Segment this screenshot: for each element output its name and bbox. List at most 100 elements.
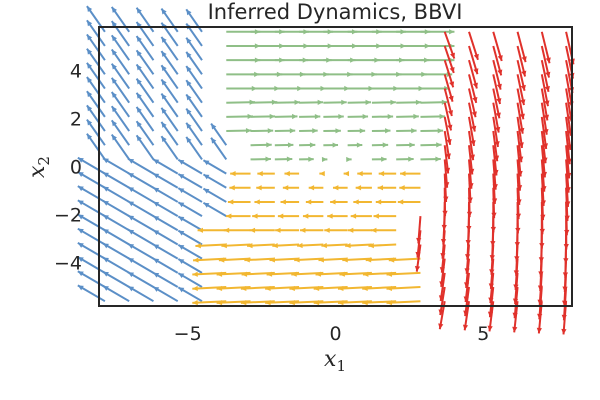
vector-arrow xyxy=(468,74,478,104)
vector-arrow xyxy=(86,90,106,118)
vector-arrow xyxy=(110,119,131,146)
vector-arrow xyxy=(110,20,131,47)
vector-arrow xyxy=(492,130,500,162)
y-tick-label: 4 xyxy=(70,60,82,82)
vector-arrow xyxy=(127,172,154,189)
vector-arrow xyxy=(244,257,275,263)
vector-arrow xyxy=(102,199,130,217)
vector-arrow xyxy=(210,123,228,146)
vector-arrow xyxy=(416,216,422,244)
y-axis-label: x2 xyxy=(25,156,53,178)
vector-arrow xyxy=(443,88,454,117)
vector-arrow xyxy=(160,7,179,33)
tick-labels: −5 0 5 −4 −2 0 2 4 xyxy=(54,60,489,345)
vector-arrow xyxy=(299,113,321,120)
vector-arrow xyxy=(420,142,442,148)
vector-arrow xyxy=(127,257,154,274)
y-tick-label: 0 xyxy=(70,157,82,179)
vector-arrow xyxy=(371,99,396,105)
vector-arrow xyxy=(468,88,477,118)
vector-arrow xyxy=(135,106,155,132)
vector-arrow xyxy=(252,213,275,219)
vector-arrow xyxy=(223,227,251,233)
vector-arrow xyxy=(135,49,155,75)
vector-arrow xyxy=(177,215,203,232)
vector-arrow xyxy=(347,142,363,148)
vector-arrow xyxy=(347,85,374,92)
vector-arrow xyxy=(468,45,479,75)
vector-arrow xyxy=(516,59,526,91)
vector-arrow xyxy=(77,241,106,260)
vector-arrow xyxy=(177,201,203,217)
vector-arrow xyxy=(274,85,303,92)
vector-arrow xyxy=(250,113,276,120)
vector-arrow xyxy=(210,137,228,160)
vector-arrow xyxy=(347,128,366,134)
vector-arrow xyxy=(77,171,106,189)
vector-arrow xyxy=(249,227,275,233)
vector-arrow xyxy=(439,258,446,287)
vector-arrow xyxy=(269,257,300,263)
vector-arrow xyxy=(443,74,454,102)
vector-arrow xyxy=(468,130,475,161)
vector-arrow xyxy=(77,199,106,217)
vector-arrow xyxy=(102,270,130,288)
vector-arrow xyxy=(492,145,499,176)
vector-arrow xyxy=(396,85,424,92)
vector-arrow xyxy=(202,173,227,189)
vector-arrow xyxy=(373,213,397,219)
vector-arrow xyxy=(540,159,547,192)
vector-arrow xyxy=(396,113,419,120)
vector-arrow xyxy=(177,243,203,260)
vector-arrow xyxy=(197,227,227,233)
vector-arrow xyxy=(152,286,179,303)
vector-arrow xyxy=(185,8,203,33)
vector-arrow xyxy=(247,242,275,249)
vector-arrow xyxy=(540,145,548,178)
vector-arrow xyxy=(399,185,421,191)
vector-arrow xyxy=(365,257,397,263)
vector-arrow xyxy=(468,102,477,132)
vector-arrow xyxy=(438,286,446,316)
vector-arrow xyxy=(540,116,549,150)
vector-arrow xyxy=(274,156,293,162)
x-tick-label: −5 xyxy=(174,323,202,345)
vector-arrow xyxy=(250,128,274,134)
x-tick-label: 5 xyxy=(477,323,489,345)
vector-arrow xyxy=(86,48,106,75)
vector-arrow xyxy=(77,213,106,232)
vector-arrow xyxy=(355,185,372,191)
vector-arrow xyxy=(160,64,179,90)
vector-arrow xyxy=(443,159,450,188)
vector-arrow xyxy=(516,130,524,163)
vector-arrow xyxy=(274,128,296,134)
vector-arrow xyxy=(127,200,154,217)
vector-arrow xyxy=(443,31,456,59)
vector-arrow xyxy=(350,213,372,219)
vector-arrow xyxy=(420,113,446,120)
vector-arrow xyxy=(443,45,455,74)
vector-arrow xyxy=(185,93,203,118)
vector-arrow xyxy=(102,185,130,203)
vector-arrow xyxy=(540,173,546,206)
vector-arrow xyxy=(516,173,522,205)
vector-arrow xyxy=(185,37,203,61)
vector-arrow xyxy=(86,118,106,146)
vector-arrow xyxy=(250,142,272,148)
vector-arrow xyxy=(516,145,523,177)
vector-arrow xyxy=(323,99,347,105)
vector-arrow xyxy=(272,242,300,249)
vector-arrow xyxy=(516,88,525,120)
vector-arrow xyxy=(386,271,421,277)
vector-arrow xyxy=(565,173,571,207)
vector-arrow xyxy=(77,256,106,274)
vector-arrow xyxy=(177,229,203,246)
vector-arrow xyxy=(386,300,421,306)
vector-arrow xyxy=(177,286,203,303)
vector-arrow xyxy=(323,85,350,92)
vector-arrow xyxy=(347,113,369,120)
vector-arrow xyxy=(443,130,451,160)
vector-arrow xyxy=(202,201,227,217)
vector-arrow xyxy=(492,74,502,105)
vector-arrow xyxy=(414,244,422,272)
